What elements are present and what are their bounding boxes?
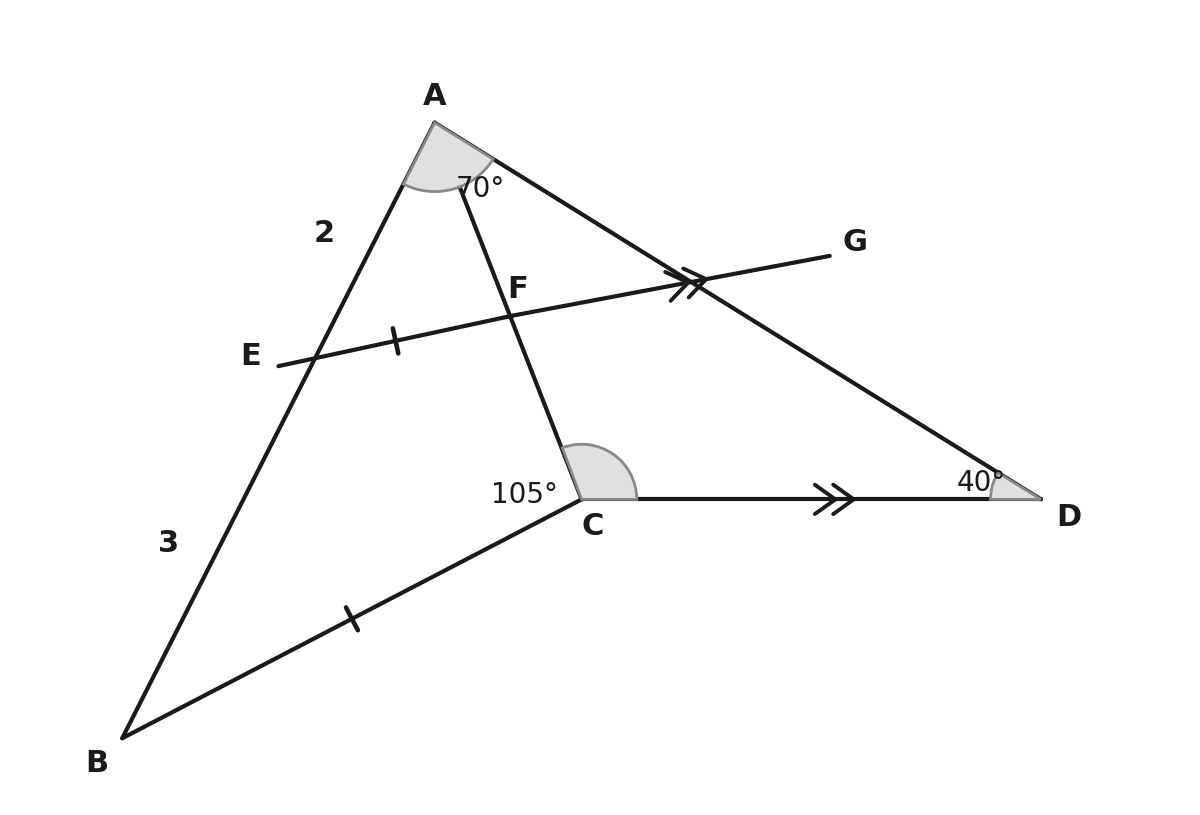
Wedge shape [403, 123, 493, 192]
Wedge shape [563, 444, 637, 500]
Text: 40°: 40° [956, 469, 1006, 497]
Text: E: E [240, 342, 262, 372]
Text: 2: 2 [313, 219, 335, 248]
Text: 105°: 105° [491, 481, 558, 509]
Text: F: F [506, 275, 528, 304]
Text: 3: 3 [157, 528, 179, 557]
Text: G: G [842, 227, 868, 257]
Wedge shape [990, 473, 1042, 500]
Text: C: C [582, 513, 604, 541]
Text: B: B [85, 750, 108, 778]
Text: A: A [422, 82, 446, 112]
Text: D: D [1056, 503, 1081, 532]
Text: 70°: 70° [456, 175, 505, 203]
